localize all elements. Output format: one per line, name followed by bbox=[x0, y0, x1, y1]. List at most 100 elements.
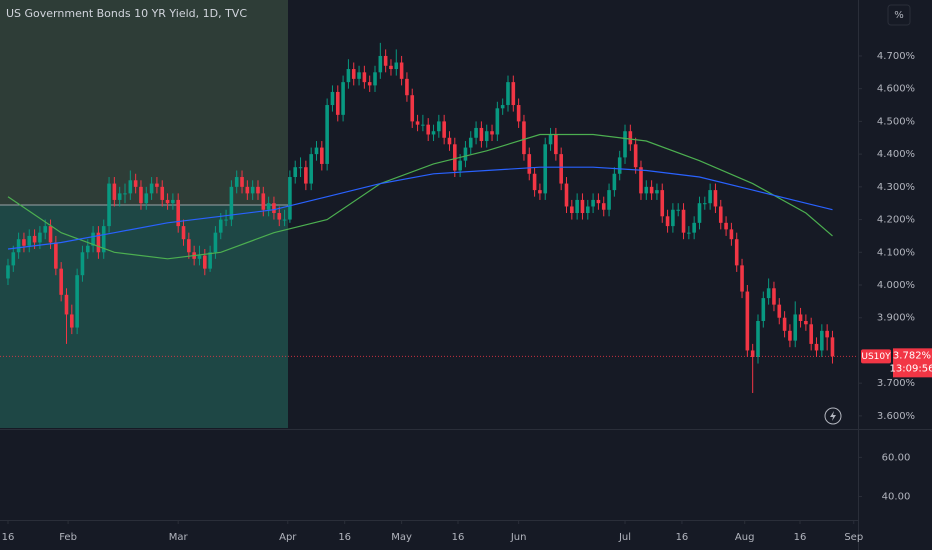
candle-body bbox=[527, 154, 532, 174]
candle-body bbox=[750, 350, 755, 357]
candle-body bbox=[809, 324, 813, 344]
candle-body bbox=[538, 190, 542, 194]
candle-body bbox=[761, 298, 766, 321]
candle-body bbox=[628, 131, 633, 145]
candle-body bbox=[639, 167, 643, 194]
candle-body bbox=[96, 232, 101, 253]
candle-body bbox=[649, 186, 654, 194]
candle-body bbox=[357, 72, 361, 79]
candle-body bbox=[415, 121, 420, 125]
candle-body bbox=[85, 245, 90, 253]
moving-average-line bbox=[7, 133, 833, 260]
candle-body bbox=[687, 232, 691, 234]
candle-body bbox=[405, 78, 409, 96]
candle-body bbox=[250, 186, 255, 194]
candle-body bbox=[234, 177, 239, 187]
candle-body bbox=[341, 82, 345, 115]
candle-body bbox=[288, 177, 292, 220]
candle-body bbox=[713, 190, 718, 207]
candle-body bbox=[426, 124, 431, 135]
x-tick-label: Sep bbox=[844, 532, 863, 543]
candle-body bbox=[32, 235, 37, 243]
candle-body bbox=[208, 252, 212, 269]
candle-body bbox=[703, 203, 707, 205]
candle-body bbox=[655, 190, 659, 194]
candle-body bbox=[782, 317, 787, 331]
candle-body bbox=[165, 199, 170, 204]
price-tag bbox=[893, 348, 932, 378]
unit-button[interactable] bbox=[887, 4, 911, 26]
candle-body bbox=[399, 62, 404, 79]
candle-body bbox=[617, 157, 622, 174]
x-tick-label: Jul bbox=[618, 532, 631, 543]
candle-body bbox=[362, 72, 367, 83]
candle-body bbox=[256, 186, 260, 194]
candle-body bbox=[123, 193, 127, 195]
replay-icon-bolt[interactable] bbox=[830, 411, 836, 421]
replay-icon-circle[interactable] bbox=[824, 407, 842, 425]
candle-body bbox=[681, 209, 686, 233]
x-tick-label: Mar bbox=[169, 532, 189, 543]
candle-body bbox=[596, 199, 601, 204]
candle-body bbox=[266, 203, 271, 210]
candle-body bbox=[580, 199, 585, 214]
candle-body bbox=[463, 147, 468, 161]
candle-body bbox=[798, 314, 803, 321]
candle-body bbox=[458, 160, 462, 171]
chart-title: US Government Bonds 10 YR Yield, 1D, TVC bbox=[6, 7, 247, 20]
candles bbox=[6, 42, 835, 393]
candle-body bbox=[804, 321, 808, 325]
x-tick-label: Aug bbox=[735, 532, 755, 543]
candle-body bbox=[644, 186, 649, 194]
candle-body bbox=[506, 82, 510, 106]
candle-body bbox=[27, 235, 32, 246]
candle-body bbox=[112, 183, 117, 200]
candle-body bbox=[378, 55, 383, 73]
y-tick-label: 4.700% bbox=[877, 51, 915, 62]
candle-body bbox=[202, 255, 207, 269]
candle-body bbox=[197, 255, 202, 259]
candle-body bbox=[160, 186, 165, 200]
x-tick-label: 16 bbox=[338, 532, 351, 543]
y-tick-label: 4.000% bbox=[877, 280, 915, 291]
candle-body bbox=[325, 105, 329, 164]
moving-average-line bbox=[7, 166, 833, 250]
candle-body bbox=[181, 226, 186, 240]
candle-body bbox=[149, 183, 154, 194]
candle-body bbox=[676, 209, 681, 211]
candle-body bbox=[532, 173, 537, 191]
replay-icon[interactable] bbox=[824, 407, 842, 425]
candle-body bbox=[394, 62, 399, 70]
candle-body bbox=[107, 183, 111, 227]
unit-button-label[interactable]: % bbox=[894, 10, 904, 21]
price-tag-countdown: 13:09:56 bbox=[890, 363, 932, 374]
candle-body bbox=[43, 226, 48, 233]
candle-body bbox=[772, 288, 776, 305]
candle-body bbox=[718, 206, 723, 223]
symbol-tag-label: US10Y bbox=[861, 352, 891, 362]
candle-body bbox=[633, 144, 638, 168]
candle-body bbox=[314, 147, 319, 155]
candle-body bbox=[692, 222, 696, 233]
candle-body bbox=[729, 229, 734, 240]
candle-body bbox=[171, 199, 175, 204]
candle-body bbox=[543, 144, 548, 194]
candle-body bbox=[437, 121, 441, 132]
candle-body bbox=[777, 304, 782, 318]
x-tick-label: May bbox=[391, 532, 412, 543]
candle-body bbox=[218, 219, 223, 233]
candle-body bbox=[708, 190, 712, 204]
candle-body bbox=[320, 147, 324, 164]
candle-body bbox=[367, 82, 372, 86]
candle-body bbox=[245, 186, 250, 194]
y-tick-label: 4.300% bbox=[877, 182, 915, 193]
candle-body bbox=[346, 69, 351, 83]
candle-body bbox=[351, 69, 356, 79]
y-tick-label: 4.600% bbox=[877, 84, 915, 95]
candle-body bbox=[830, 337, 835, 357]
candle-body bbox=[484, 131, 489, 142]
candle-body bbox=[187, 239, 191, 253]
candle-body bbox=[139, 186, 143, 204]
candle-body bbox=[554, 134, 558, 155]
candle-body bbox=[442, 121, 446, 138]
